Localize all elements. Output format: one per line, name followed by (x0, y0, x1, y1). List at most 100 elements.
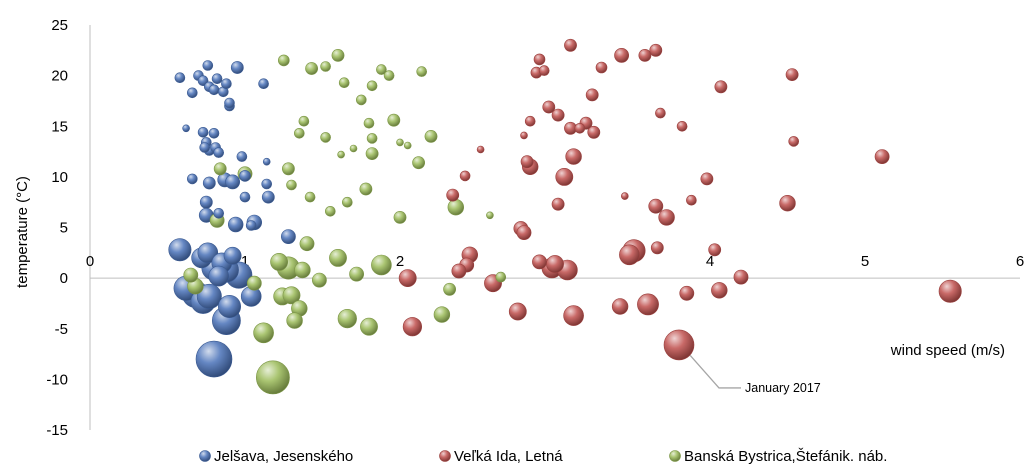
bubble-point (360, 317, 378, 336)
bubble-point (366, 80, 378, 92)
bubble-point (520, 155, 534, 169)
bubble-point (195, 340, 233, 378)
bubble-point (341, 196, 353, 208)
bubble-point (387, 113, 401, 127)
annotation-label: January 2017 (745, 381, 821, 395)
bubble-point (398, 269, 417, 288)
bubble-point (443, 282, 456, 296)
x-tick-label: 6 (1016, 253, 1024, 270)
bubble-point (299, 236, 315, 252)
bubble-point (359, 182, 373, 196)
bubble-point (293, 128, 305, 139)
bubble-point (305, 62, 318, 75)
legend-marker (439, 450, 451, 462)
bubble-point (329, 248, 347, 267)
bubble-point (230, 61, 244, 74)
bubble-point (733, 269, 749, 285)
bubble-point (239, 170, 251, 182)
y-tick-label: 15 (51, 118, 68, 135)
bubble-point (433, 306, 451, 323)
bubble-point (211, 73, 223, 84)
bubble-point (551, 108, 565, 122)
bubble-point (199, 195, 213, 209)
plot-area (168, 38, 962, 395)
bubble-point (459, 170, 471, 182)
bubble-point (532, 254, 547, 270)
bubble-point (261, 178, 273, 190)
bubble-point (564, 38, 577, 52)
bubble-point (663, 329, 695, 361)
bubble-point (874, 149, 890, 164)
bubble-point (228, 216, 244, 233)
bubble-point (495, 271, 507, 283)
bubble-point (565, 148, 582, 165)
bubble-point (595, 61, 608, 74)
bubble-point (320, 61, 331, 72)
bubble-point (304, 191, 316, 203)
bubble-point (255, 360, 290, 395)
bubble-point (174, 72, 186, 83)
bubble-point (208, 84, 220, 96)
legend: Jelšava, Jesenského Veľká Ida, Letná Bansk… (199, 448, 887, 465)
bubble-point (282, 286, 301, 305)
y-tick-label: 25 (51, 17, 68, 34)
bubble-point (516, 225, 532, 240)
bubble-point (294, 261, 311, 279)
y-axis-label: temperature (°C) (14, 176, 31, 288)
bubble-point (337, 309, 357, 329)
bubble-point (788, 136, 800, 147)
bubble-point (520, 131, 528, 140)
legend-label: Veľká Ida, Letná (454, 448, 563, 465)
bubble-point (338, 77, 350, 88)
legend-label: Jelšava, Jesenského (214, 448, 353, 465)
bubble-point (587, 125, 601, 139)
bubble-point (218, 294, 242, 318)
legend-marker (669, 450, 681, 462)
bubble-point (286, 312, 303, 329)
bubble-point (168, 238, 192, 262)
bubble-point (402, 317, 423, 337)
x-tick-label: 1 (241, 253, 249, 270)
bubble-point (225, 174, 240, 190)
y-tick-label: -5 (55, 321, 68, 338)
bubble-point (213, 208, 224, 219)
bubble-point (245, 220, 257, 231)
bubble-point (183, 267, 199, 283)
annotations: January 2017 (689, 355, 821, 395)
bubble-point (199, 142, 210, 153)
bubble-point (337, 150, 345, 159)
bubble-point (280, 229, 296, 244)
bubble-point (424, 129, 438, 143)
annotation-leader (689, 355, 741, 389)
x-tick-label: 4 (706, 253, 714, 270)
bubble-point (331, 49, 345, 62)
bubble-point (236, 151, 248, 162)
bubble-point (281, 162, 295, 176)
y-tick-label: 10 (51, 169, 68, 186)
bubble-point (779, 195, 796, 212)
bubble-point (649, 43, 663, 57)
bubble-point (223, 246, 242, 265)
bubble-point (286, 179, 297, 191)
bubble-point (208, 265, 229, 287)
bubble-point (555, 167, 574, 186)
y-tick-label: -10 (46, 371, 68, 388)
bubble-point (320, 132, 331, 143)
bubble-point (416, 66, 428, 77)
bubble-point (187, 173, 198, 185)
bubble-point (524, 115, 536, 127)
legend-label: Banská Bystrica,Štefánik. náb. (684, 448, 887, 465)
bubble-point (708, 243, 722, 257)
y-tick-label: -15 (46, 422, 68, 439)
bubble-point (213, 147, 224, 158)
x-tick-label: 0 (86, 253, 94, 270)
bubble-point (785, 68, 799, 81)
bubble-point (648, 198, 664, 214)
x-axis-label: wind speed (m/s) (890, 342, 1005, 359)
legend-marker (199, 450, 211, 462)
bubble-point (446, 188, 460, 202)
bubble-point (563, 305, 584, 326)
bubble-point (262, 157, 271, 166)
bubble-point (246, 275, 262, 291)
